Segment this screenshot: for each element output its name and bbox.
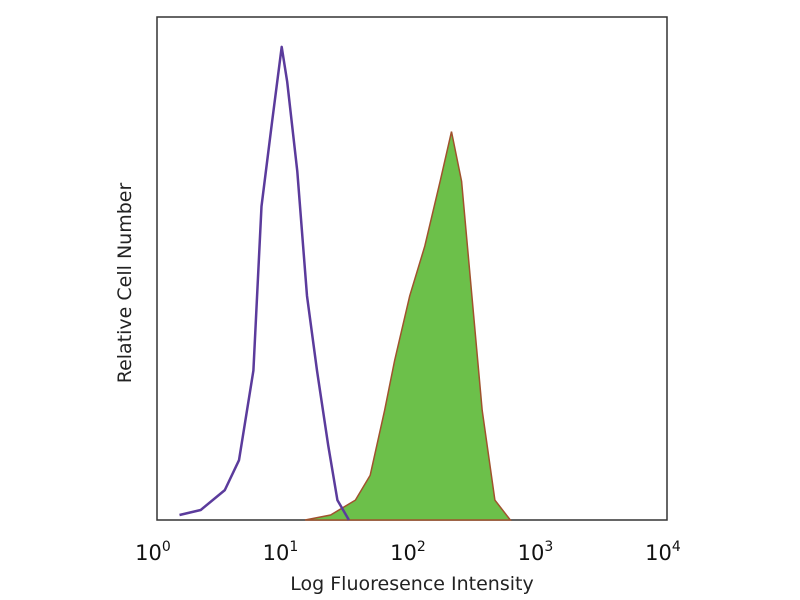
tick-base: 10 (390, 541, 417, 565)
tick-base: 10 (135, 541, 162, 565)
control-histogram (179, 45, 350, 521)
tick-exponent: 0 (162, 539, 171, 555)
tick-base: 10 (263, 541, 290, 565)
x-tick-label: 103 (518, 539, 554, 565)
x-tick-label: 104 (645, 539, 681, 565)
x-tick-label: 100 (135, 539, 171, 565)
x-tick-labels: 100 101 102 103 104 (135, 539, 681, 565)
tick-exponent: 4 (672, 539, 681, 555)
tick-base: 10 (645, 541, 672, 565)
x-tick-label: 101 (263, 539, 299, 565)
tick-exponent: 3 (544, 539, 553, 555)
tick-base: 10 (518, 541, 545, 565)
stained-histogram (304, 131, 512, 521)
y-axis-label: Relative Cell Number (114, 183, 136, 384)
tick-exponent: 2 (417, 539, 426, 555)
series-layer (179, 45, 512, 521)
x-axis-label: Log Fluoresence Intensity (290, 573, 533, 595)
tick-exponent: 1 (289, 539, 298, 555)
x-tick-label: 102 (390, 539, 426, 565)
